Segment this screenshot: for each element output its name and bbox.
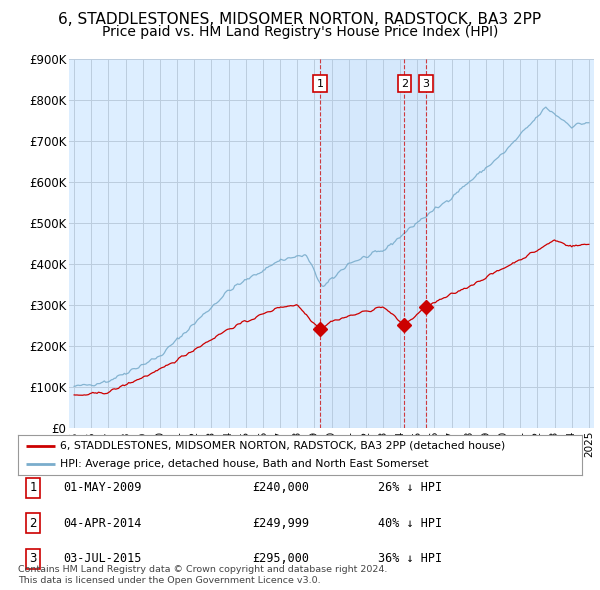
Text: HPI: Average price, detached house, Bath and North East Somerset: HPI: Average price, detached house, Bath… — [60, 459, 429, 469]
Text: 3: 3 — [29, 552, 37, 565]
Text: 1: 1 — [317, 78, 323, 88]
Text: 03-JUL-2015: 03-JUL-2015 — [63, 552, 142, 565]
Text: 2: 2 — [29, 517, 37, 530]
Text: £295,000: £295,000 — [252, 552, 309, 565]
Text: 3: 3 — [422, 78, 430, 88]
Text: Price paid vs. HM Land Registry's House Price Index (HPI): Price paid vs. HM Land Registry's House … — [102, 25, 498, 39]
Text: 1: 1 — [29, 481, 37, 494]
Text: £249,999: £249,999 — [252, 517, 309, 530]
Text: £240,000: £240,000 — [252, 481, 309, 494]
Text: This data is licensed under the Open Government Licence v3.0.: This data is licensed under the Open Gov… — [18, 576, 320, 585]
Text: 26% ↓ HPI: 26% ↓ HPI — [378, 481, 442, 494]
Text: Contains HM Land Registry data © Crown copyright and database right 2024.: Contains HM Land Registry data © Crown c… — [18, 565, 388, 574]
Text: 40% ↓ HPI: 40% ↓ HPI — [378, 517, 442, 530]
Text: 6, STADDLESTONES, MIDSOMER NORTON, RADSTOCK, BA3 2PP (detached house): 6, STADDLESTONES, MIDSOMER NORTON, RADST… — [60, 441, 506, 451]
Text: 01-MAY-2009: 01-MAY-2009 — [63, 481, 142, 494]
Bar — [320, 59, 426, 428]
Text: 2: 2 — [401, 78, 408, 88]
Text: 6, STADDLESTONES, MIDSOMER NORTON, RADSTOCK, BA3 2PP: 6, STADDLESTONES, MIDSOMER NORTON, RADST… — [58, 12, 542, 27]
Text: 04-APR-2014: 04-APR-2014 — [63, 517, 142, 530]
Text: 36% ↓ HPI: 36% ↓ HPI — [378, 552, 442, 565]
